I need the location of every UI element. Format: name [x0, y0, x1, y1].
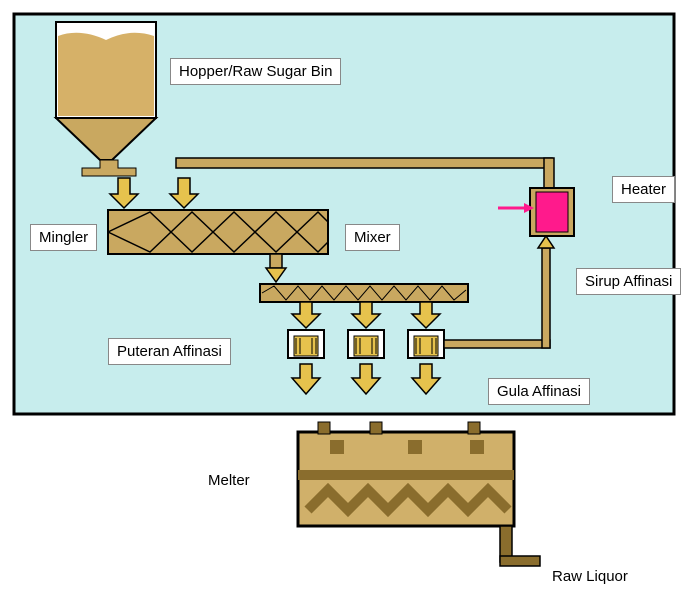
label-melter: Melter	[202, 470, 256, 491]
centrifuge-cups	[288, 330, 444, 358]
label-raw-liquor: Raw Liquor	[546, 566, 634, 587]
melter-shape	[298, 422, 540, 566]
mixer-shape	[260, 284, 468, 302]
process-diagram	[0, 0, 700, 598]
label-puteran: Puteran Affinasi	[108, 338, 231, 365]
mingler-shape	[108, 210, 328, 254]
label-sirup: Sirup Affinasi	[576, 268, 681, 295]
label-mixer: Mixer	[345, 224, 400, 251]
label-gula: Gula Affinasi	[488, 378, 590, 405]
label-heater: Heater	[612, 176, 675, 203]
label-mingler: Mingler	[30, 224, 97, 251]
label-hopper: Hopper/Raw Sugar Bin	[170, 58, 341, 85]
